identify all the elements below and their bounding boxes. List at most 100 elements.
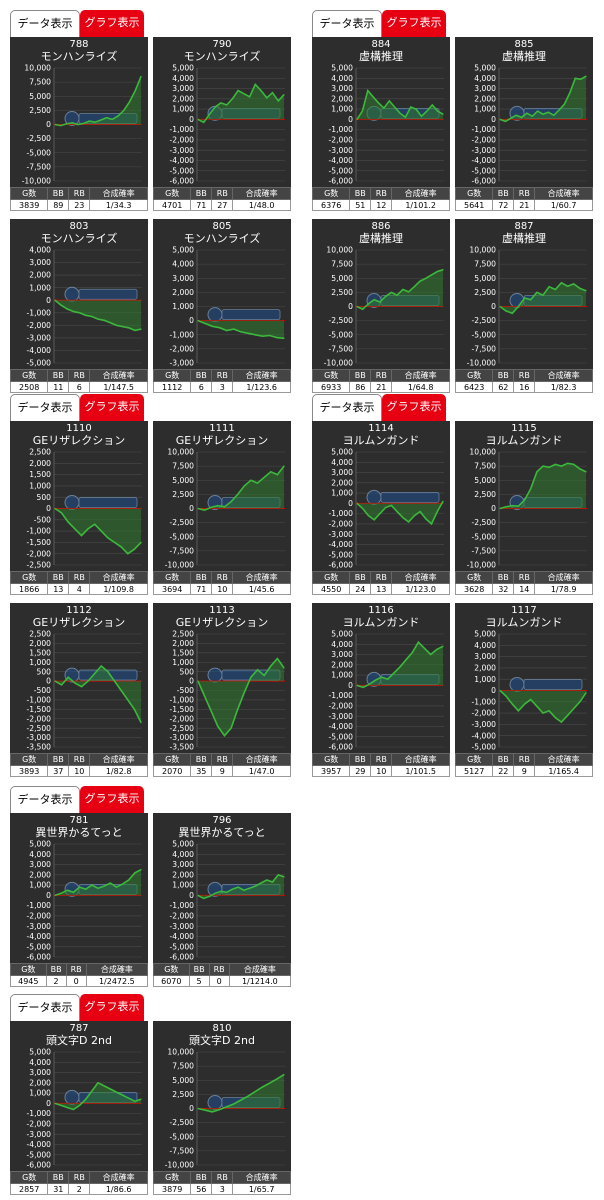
machine-card[interactable]: 790 モンハンライズ 5,000 4,000 3,000 2,000 1,000 0 -1,0… xyxy=(152,37,291,211)
stats-table: G数 BB RB 合成確率 5641 72 21 1/60.7 xyxy=(454,187,593,211)
machine-card[interactable]: 788 モンハンライズ 10,000 7,500 5,000 2,500 0 -2,500 -5… xyxy=(9,37,148,211)
machine-card[interactable]: 1114 ヨルムンガンド 5,000 4,000 3,000 2,000 1,000 0 -1,… xyxy=(311,421,450,595)
stats-header-row: G数 BB RB 合成確率 xyxy=(152,571,291,584)
data-point xyxy=(442,500,444,502)
rb-value: 16 xyxy=(513,381,536,393)
machine-card[interactable]: 886 虚構推理 10,000 7,500 5,000 2,500 0 -2,500 -5,00… xyxy=(311,219,450,393)
data-point xyxy=(425,518,427,520)
col-bb-header: BB xyxy=(45,963,67,976)
data-point xyxy=(140,328,142,330)
tab-graph-view[interactable]: グラフ表示 xyxy=(80,394,144,421)
tab-graph-view[interactable]: グラフ表示 xyxy=(80,786,144,813)
data-point xyxy=(100,530,102,532)
stats-value-row: 4701 71 27 1/48.0 xyxy=(152,199,291,211)
y-tick-label: 1,000 xyxy=(474,675,496,684)
rate-value: 1/86.6 xyxy=(89,1183,148,1195)
stats-value-row: 4550 24 13 1/123.0 xyxy=(311,583,450,595)
machine-card[interactable]: 885 虚構推理 5,000 4,000 3,000 2,000 1,000 0 -1,000 -… xyxy=(454,37,593,211)
y-tick-label: -1,000 xyxy=(472,697,497,706)
machine-card[interactable]: 1117 ヨルムンガンド 5,000 4,000 3,000 2,000 1,000 0 -1,… xyxy=(454,603,593,777)
machine-card[interactable]: 787 頭文字D 2nd 5,000 4,000 3,000 2,000 1,000 0 -1,… xyxy=(9,1021,148,1195)
data-point xyxy=(553,114,555,116)
y-tick-label: -3,000 xyxy=(329,146,354,155)
tab-graph-view[interactable]: グラフ表示 xyxy=(382,394,446,421)
machine-title: 異世界かるてっと xyxy=(35,826,123,839)
tab-data-view[interactable]: データ表示 xyxy=(10,394,80,421)
tab-data-view[interactable]: データ表示 xyxy=(312,10,382,37)
machine-card[interactable]: 796 異世界かるてっと 5,000 4,000 3,000 2,000 1,000 0 -1,… xyxy=(153,813,292,987)
bb-value: 89 xyxy=(47,199,70,211)
data-point xyxy=(78,312,81,314)
logo-banner xyxy=(380,491,440,503)
stats-table: G数 BB RB 合成確率 1866 13 4 1/109.8 xyxy=(9,571,148,595)
machine-card[interactable]: 1113 GEリザレクション 2,500 2,000 1,500 1,000 500 0 -50… xyxy=(152,603,291,777)
col-games-header: G数 xyxy=(454,187,494,200)
machine-card[interactable]: 884 虚構推理 5,000 4,000 3,000 2,000 1,000 0 -1,000 -… xyxy=(311,37,450,211)
y-tick-label: -1,000 xyxy=(170,696,195,705)
rb-value: 10 xyxy=(370,765,393,777)
rb-value: 21 xyxy=(513,199,536,211)
machine-card[interactable]: 1112 GEリザレクション 2,500 2,000 1,500 1,000 500 0 -50… xyxy=(9,603,148,777)
machine-number: 788 xyxy=(69,39,89,50)
machine-title: 頭文字D 2nd xyxy=(189,1034,255,1047)
y-tick-label: 1,500 xyxy=(29,648,51,657)
col-bb-header: BB xyxy=(349,369,372,382)
data-point xyxy=(78,886,81,888)
view-tabs: データ表示 グラフ表示 xyxy=(8,990,298,1021)
data-point xyxy=(91,315,93,318)
tab-data-view[interactable]: データ表示 xyxy=(10,786,80,813)
data-point xyxy=(54,680,56,682)
tab-data-view[interactable]: データ表示 xyxy=(10,994,80,1021)
machine-card[interactable]: 1111 GEリザレクション 10,000 7,500 5,000 2,500 0 -2,50… xyxy=(152,421,291,595)
machine-card[interactable]: 803 モンハンライズ 4,000 3,000 2,000 1,000 0 -1,000 -2,… xyxy=(9,219,148,393)
machine-card[interactable]: 805 モンハンライズ 5,000 4,000 3,000 2,000 1,000 0 -1,0… xyxy=(152,219,291,393)
tab-data-view[interactable]: データ表示 xyxy=(10,10,80,37)
machine-card[interactable]: 1110 GEリザレクション 2,500 2,000 1,500 1,000 500 0 -50… xyxy=(9,421,148,595)
stats-header-row: G数 BB RB 合成確率 xyxy=(152,369,291,382)
tab-data-view[interactable]: データ表示 xyxy=(312,394,382,421)
bb-value: 5 xyxy=(188,975,210,987)
series-line xyxy=(356,500,444,526)
y-tick-label: 7,500 xyxy=(172,462,194,471)
data-point xyxy=(283,876,285,878)
y-tick-label: -2,500 xyxy=(170,724,195,733)
stats-value-row: 3628 32 14 1/78.9 xyxy=(454,583,593,595)
rate-value: 1/82.8 xyxy=(89,765,148,777)
machine-card[interactable]: 1116 ヨルムンガンド 5,000 4,000 3,000 2,000 1,000 0 -1,… xyxy=(311,603,450,777)
y-tick-label: 1,000 xyxy=(29,1089,51,1098)
data-point xyxy=(426,110,428,112)
tab-graph-view[interactable]: グラフ表示 xyxy=(80,994,144,1021)
series-line xyxy=(54,76,142,127)
chart-plot: 5,000 4,000 3,000 2,000 1,000 0 -1,000 -2,000 -3… xyxy=(472,630,587,752)
y-tick-label: -4,000 xyxy=(27,932,52,941)
data-point xyxy=(563,103,566,105)
col-games-header: G数 xyxy=(152,369,192,382)
machine-card[interactable]: 810 頭文字D 2nd 10,000 7,500 5,000 2,500 0 -2,500 -… xyxy=(152,1021,291,1195)
data-point xyxy=(107,671,109,673)
y-tick-label: -2,000 xyxy=(329,136,354,145)
stats-value-row: 6423 62 16 1/82.3 xyxy=(454,381,593,393)
y-tick-label: -5,000 xyxy=(170,166,195,175)
series-line xyxy=(197,873,285,900)
games-value: 3879 xyxy=(152,1183,192,1195)
series-area xyxy=(55,300,141,331)
data-point xyxy=(531,115,533,117)
rb-value: 10 xyxy=(211,583,234,595)
stats-header-row: G数 BB RB 合成確率 xyxy=(152,187,291,200)
tab-graph-view[interactable]: グラフ表示 xyxy=(382,10,446,37)
machine-card[interactable]: 1115 ヨルムンガンド 10,000 7,500 5,000 2,500 0 -2,500 -… xyxy=(454,421,593,595)
machine-card[interactable]: 887 虚構推理 10,000 7,500 5,000 2,500 0 -2,500 -5,00… xyxy=(454,219,593,393)
col-bb-header: BB xyxy=(349,753,372,766)
data-point xyxy=(548,286,550,288)
logo-banner xyxy=(523,679,583,690)
machine-card[interactable]: 781 異世界かるてっと 5,000 4,000 3,000 2,000 1,000 0 -1,… xyxy=(10,813,149,987)
machine-number: 790 xyxy=(212,39,232,50)
machine-group: データ表示 グラフ表示 788 モンハンライズ 10,000 7,500 5,000 2,50… xyxy=(8,6,298,393)
y-tick-label: 3,000 xyxy=(474,84,496,93)
tab-graph-view[interactable]: グラフ表示 xyxy=(80,10,144,37)
rate-value: 1/48.0 xyxy=(232,199,291,211)
y-tick-label: 1,000 xyxy=(331,671,353,680)
data-point xyxy=(204,1109,206,1111)
col-rb-header: RB xyxy=(370,753,393,766)
data-point xyxy=(396,294,398,296)
